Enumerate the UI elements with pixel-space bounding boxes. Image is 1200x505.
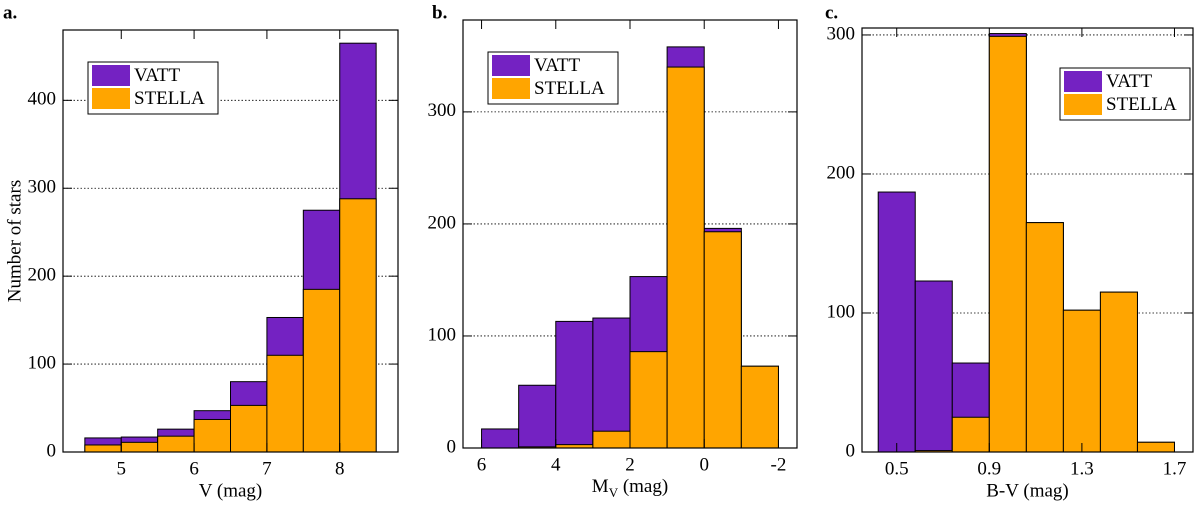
plot-frame <box>62 29 399 453</box>
y-tick-label: 400 <box>28 89 57 110</box>
y-tick-label: 200 <box>428 212 457 233</box>
x-tick-label: 0.9 <box>977 458 1001 479</box>
legend-label: VATT <box>1106 71 1152 92</box>
y-tick-label: 200 <box>28 265 57 286</box>
bar <box>555 320 594 449</box>
legend-swatch <box>92 65 130 86</box>
x-tick-label: 8 <box>335 458 345 479</box>
bar <box>302 288 341 453</box>
bar <box>481 428 520 449</box>
bar <box>84 444 122 453</box>
x-tick-label: 0 <box>699 454 709 475</box>
bar <box>703 231 742 449</box>
plot-frame <box>462 19 798 449</box>
bar <box>230 404 268 453</box>
bar <box>592 430 631 449</box>
bar <box>629 351 668 449</box>
y-tick-label: 300 <box>28 177 57 198</box>
x-tick-label: 5 <box>117 458 127 479</box>
x-tick-label: 2 <box>625 454 635 475</box>
bar <box>666 66 705 449</box>
x-tick-label: -2 <box>771 454 787 475</box>
legend-swatch <box>1064 71 1102 92</box>
panel-label: b. <box>432 2 447 23</box>
x-tick-label: 0.5 <box>885 458 909 479</box>
y-axis-label: Number of stars <box>4 180 25 302</box>
bar <box>914 280 953 453</box>
legend-label: VATT <box>134 65 180 86</box>
bar <box>120 441 159 453</box>
legend-swatch <box>492 78 530 99</box>
x-tick-label: 4 <box>551 454 561 475</box>
plot-frame <box>861 27 1194 453</box>
panel-label: a. <box>3 2 17 23</box>
legend-label: STELLA <box>134 88 205 109</box>
x-axis-label-part: (mag) <box>618 476 668 497</box>
bar <box>988 35 1027 453</box>
legend-swatch <box>92 88 130 109</box>
x-axis-label: B-V (mag) <box>986 480 1069 501</box>
bar <box>157 435 195 453</box>
bar <box>877 191 916 453</box>
x-axis-label-part: M <box>592 476 609 497</box>
bar <box>1062 309 1101 453</box>
y-tick-label: 100 <box>28 352 57 373</box>
panel-label: c. <box>825 2 838 23</box>
legend-label: VATT <box>534 55 580 76</box>
bar <box>1136 441 1175 453</box>
bar <box>518 384 557 449</box>
bar <box>266 354 304 453</box>
x-tick-label: 7 <box>262 458 272 479</box>
bar <box>1025 222 1064 453</box>
y-tick-label: 100 <box>827 301 856 322</box>
y-tick-label: 0 <box>447 436 457 457</box>
y-tick-label: 100 <box>428 324 457 345</box>
x-axis-label-part: V <box>609 485 619 500</box>
y-tick-label: 300 <box>428 100 457 121</box>
bar <box>1099 291 1138 453</box>
x-tick-label: 6 <box>189 458 199 479</box>
legend-label: STELLA <box>534 78 605 99</box>
bar <box>339 198 377 453</box>
y-tick-label: 200 <box>827 162 856 183</box>
legend-label: STELLA <box>1106 94 1177 115</box>
bar <box>193 418 232 453</box>
x-tick-label: 1.3 <box>1070 458 1094 479</box>
y-tick-label: 0 <box>47 440 57 461</box>
y-tick-label: 300 <box>827 23 856 44</box>
legend-swatch <box>492 55 530 76</box>
x-axis-label: V (mag) <box>199 480 263 501</box>
bar <box>740 365 779 449</box>
bar <box>951 416 990 453</box>
legend-swatch <box>1064 94 1102 115</box>
x-tick-label: 6 <box>477 454 487 475</box>
x-tick-label: 1.7 <box>1163 458 1187 479</box>
y-tick-label: 0 <box>846 440 856 461</box>
x-axis-label: MV (mag) <box>592 476 668 500</box>
bar <box>592 317 631 449</box>
